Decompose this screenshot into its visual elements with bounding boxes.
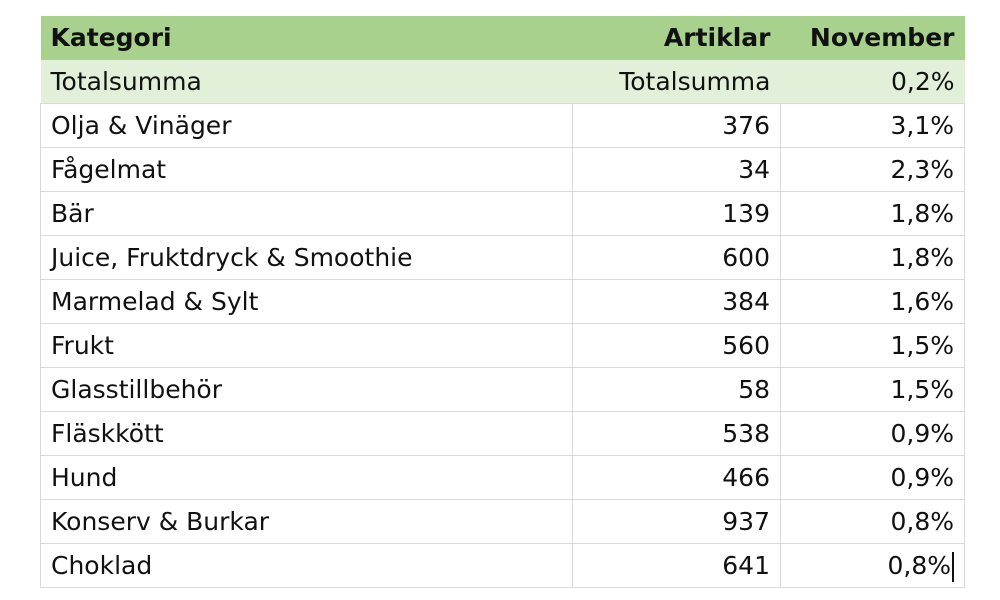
header-articles[interactable]: Artiklar: [572, 16, 781, 60]
november-cell[interactable]: 0,8%: [780, 543, 965, 588]
table-row: Marmelad & Sylt 384 1,6%: [40, 279, 965, 324]
total-articles-cell[interactable]: Totalsumma: [572, 60, 781, 104]
articles-cell[interactable]: 538: [572, 411, 781, 456]
table-row: Fågelmat 34 2,3%: [40, 147, 965, 192]
table-row: Konserv & Burkar 937 0,8%: [40, 499, 965, 544]
category-cell[interactable]: Fågelmat: [40, 147, 573, 192]
articles-cell[interactable]: 600: [572, 235, 781, 280]
header-november[interactable]: November: [780, 16, 965, 60]
november-cell[interactable]: 0,8%: [780, 499, 965, 544]
november-cell[interactable]: 1,5%: [780, 323, 965, 368]
category-cell[interactable]: Hund: [40, 455, 573, 500]
articles-cell[interactable]: 376: [572, 103, 781, 148]
november-cell[interactable]: 2,3%: [780, 147, 965, 192]
november-cell[interactable]: 1,5%: [780, 367, 965, 412]
articles-cell[interactable]: 34: [572, 147, 781, 192]
category-cell[interactable]: Fläskkött: [40, 411, 573, 456]
category-cell[interactable]: Glasstillbehör: [40, 367, 573, 412]
november-value: 0,8%: [887, 551, 951, 580]
table-row: Glasstillbehör 58 1,5%: [40, 367, 965, 412]
text-cursor-icon: [952, 552, 954, 582]
articles-cell[interactable]: 937: [572, 499, 781, 544]
category-cell[interactable]: Konserv & Burkar: [40, 499, 573, 544]
november-cell[interactable]: 3,1%: [780, 103, 965, 148]
articles-cell[interactable]: 466: [572, 455, 781, 500]
november-cell[interactable]: 1,8%: [780, 191, 965, 236]
november-cell[interactable]: 0,9%: [780, 455, 965, 500]
category-cell[interactable]: Olja & Vinäger: [40, 103, 573, 148]
header-row: Kategori Artiklar November: [40, 16, 965, 60]
articles-cell[interactable]: 58: [572, 367, 781, 412]
category-cell[interactable]: Frukt: [40, 323, 573, 368]
category-cell[interactable]: Bär: [40, 191, 573, 236]
category-cell[interactable]: Juice, Fruktdryck & Smoothie: [40, 235, 573, 280]
table-row: Fläskkött 538 0,9%: [40, 411, 965, 456]
table-row: Hund 466 0,9%: [40, 455, 965, 500]
category-cell[interactable]: Choklad: [40, 543, 573, 588]
category-cell[interactable]: Marmelad & Sylt: [40, 279, 573, 324]
header-category[interactable]: Kategori: [40, 16, 573, 60]
total-category-cell[interactable]: Totalsumma: [40, 60, 573, 104]
total-row: Totalsumma Totalsumma 0,2%: [40, 60, 965, 104]
november-cell[interactable]: 1,6%: [780, 279, 965, 324]
november-cell[interactable]: 1,8%: [780, 235, 965, 280]
category-table: Kategori Artiklar November Totalsumma To…: [40, 16, 965, 588]
articles-cell[interactable]: 641: [572, 543, 781, 588]
table-row: Choklad 641 0,8%: [40, 543, 965, 588]
table-row: Frukt 560 1,5%: [40, 323, 965, 368]
november-cell[interactable]: 0,9%: [780, 411, 965, 456]
table-row: Bär 139 1,8%: [40, 191, 965, 236]
spreadsheet-table-region: Kategori Artiklar November Totalsumma To…: [40, 16, 965, 588]
articles-cell[interactable]: 139: [572, 191, 781, 236]
articles-cell[interactable]: 384: [572, 279, 781, 324]
articles-cell[interactable]: 560: [572, 323, 781, 368]
table-row: Juice, Fruktdryck & Smoothie 600 1,8%: [40, 235, 965, 280]
table-row: Olja & Vinäger 376 3,1%: [40, 103, 965, 148]
total-november-cell[interactable]: 0,2%: [780, 60, 965, 104]
